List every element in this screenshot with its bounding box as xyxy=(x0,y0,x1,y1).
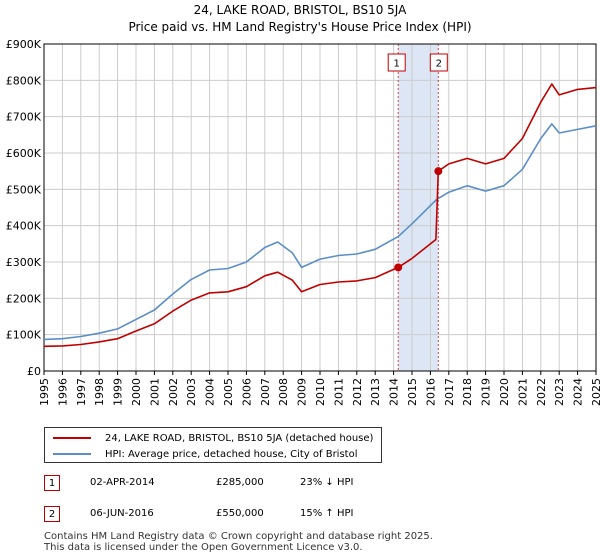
y-tick-label: £900K xyxy=(6,38,42,51)
x-tick-label: 2010 xyxy=(314,378,327,406)
chart-subtitle: Price paid vs. HM Land Registry's House … xyxy=(128,20,472,34)
legend: 24, LAKE ROAD, BRISTOL, BS10 5JA (detach… xyxy=(44,427,382,463)
price-chart: £0 £100K £200K £300K £400K £500K £600K £700K £80… xyxy=(6,38,600,406)
x-tick-label: 2016 xyxy=(424,378,437,406)
x-tick-label: 2006 xyxy=(240,378,253,406)
property-series-line xyxy=(43,83,597,348)
y-tick-label: £600K xyxy=(6,147,42,160)
sale-point xyxy=(394,263,403,272)
sale-label-number: 1 xyxy=(394,59,400,70)
y-tick-label: £500K xyxy=(6,183,42,196)
x-tick-label: 1999 xyxy=(112,378,125,406)
legend-item-hpi: HPI: Average price, detached house, City… xyxy=(53,446,358,462)
sale-point xyxy=(434,167,443,176)
sale-date: 02-APR-2014 xyxy=(90,477,155,488)
x-tick-label: 1998 xyxy=(93,378,106,406)
legend-label-property: 24, LAKE ROAD, BRISTOL, BS10 5JA (detach… xyxy=(105,432,374,444)
x-tick-label: 2013 xyxy=(369,378,382,406)
x-tick-label: 2000 xyxy=(130,378,143,406)
sale-price: £550,000 xyxy=(216,508,264,519)
x-tick-label: 2008 xyxy=(277,378,290,406)
x-tick-label: 2025 xyxy=(590,378,600,406)
sale-label-box xyxy=(429,53,448,72)
legend-item-property: 24, LAKE ROAD, BRISTOL, BS10 5JA (detach… xyxy=(53,430,373,446)
x-tick-label: 2018 xyxy=(461,378,474,406)
legend-swatch-property xyxy=(53,437,91,439)
y-tick-label: £800K xyxy=(6,74,42,87)
legend-label-hpi: HPI: Average price, detached house, City… xyxy=(105,448,358,460)
footer-license: This data is licensed under the Open Gov… xyxy=(44,542,363,553)
x-tick-label: 1996 xyxy=(56,378,69,406)
x-tick-label: 2007 xyxy=(259,378,272,406)
sale-row-2: 2 06-JUN-2016 £550,000 15% ↑ HPI xyxy=(44,506,564,524)
x-tick-label: 2011 xyxy=(332,378,345,406)
y-tick-label: £100K xyxy=(6,329,42,342)
sale-row-1: 1 02-APR-2014 £285,000 23% ↓ HPI xyxy=(44,475,564,493)
x-tick-label: 2020 xyxy=(498,378,511,406)
chart-title: 24, LAKE ROAD, BRISTOL, BS10 5JA xyxy=(193,3,407,17)
x-tick-label: 2009 xyxy=(296,378,309,406)
sale-price: £285,000 xyxy=(216,477,264,488)
y-tick-label: £400K xyxy=(6,220,42,233)
x-tick-label: 2024 xyxy=(572,378,585,406)
footer-copyright: Contains HM Land Registry data © Crown c… xyxy=(44,531,433,542)
y-tick-label: £300K xyxy=(6,256,42,269)
hpi-series-line xyxy=(43,123,597,341)
x-tick-label: 2017 xyxy=(443,378,456,406)
x-tick-label: 2015 xyxy=(406,378,419,406)
sale-number-badge: 2 xyxy=(44,506,60,522)
x-tick-label: 2014 xyxy=(388,378,401,406)
sale-number-badge: 1 xyxy=(44,475,60,491)
sale-hpi-diff: 15% ↑ HPI xyxy=(300,508,354,519)
x-tick-label: 2021 xyxy=(516,378,529,406)
x-tick-label: 2002 xyxy=(167,378,180,406)
y-tick-label: £700K xyxy=(6,111,42,124)
sale-hpi-diff: 23% ↓ HPI xyxy=(300,477,354,488)
footer: Contains HM Land Registry data © Crown c… xyxy=(44,531,433,553)
x-tick-label: 2003 xyxy=(185,378,198,406)
plot-frame xyxy=(43,43,597,372)
x-tick-label: 2012 xyxy=(351,378,364,406)
x-tick-label: 2001 xyxy=(148,378,161,406)
x-tick-label: 2023 xyxy=(553,378,566,406)
sale-period-band xyxy=(398,44,439,371)
y-tick-label: £0 xyxy=(27,365,41,378)
sale-label-number: 2 xyxy=(436,59,442,70)
x-tick-label: 2005 xyxy=(222,378,235,406)
x-tick-label: 2004 xyxy=(204,378,217,406)
legend-swatch-hpi xyxy=(53,453,91,455)
sale-date: 06-JUN-2016 xyxy=(90,508,154,519)
sale-label-box xyxy=(387,53,406,72)
x-tick-label: 1995 xyxy=(38,378,51,406)
x-tick-label: 2022 xyxy=(535,378,548,406)
x-tick-label: 2019 xyxy=(480,378,493,406)
x-tick-label: 1997 xyxy=(75,378,88,406)
y-tick-label: £200K xyxy=(6,292,42,305)
